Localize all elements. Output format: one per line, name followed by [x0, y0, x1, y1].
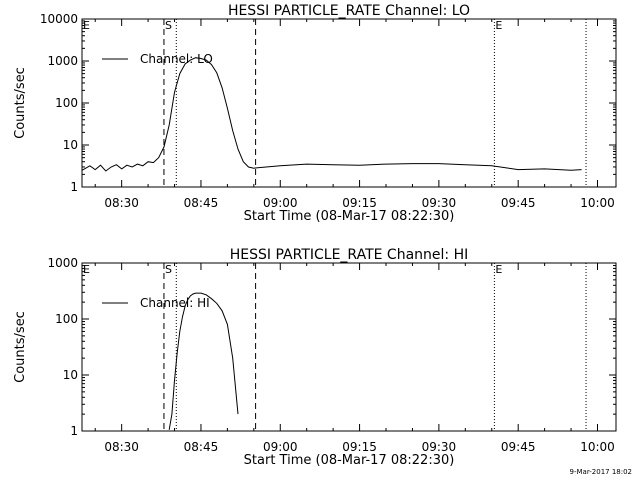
x-tick-label: 09:30	[422, 440, 457, 454]
time-marker-label: E	[495, 19, 502, 32]
footer-timestamp: 9-Mar-2017 18:02	[570, 468, 632, 476]
x-tick-label: 09:45	[501, 440, 536, 454]
x-tick-label: 09:00	[263, 440, 298, 454]
time-marker-label: E	[83, 263, 90, 276]
chart-title: HESSI PARTICLE_RATE Channel: LO	[228, 3, 470, 19]
x-tick-label: 08:45	[184, 440, 219, 454]
x-tick-label: 09:30	[422, 196, 457, 210]
plot-frame	[81, 18, 617, 188]
series-line	[168, 292, 239, 430]
x-tick-label: 08:30	[104, 196, 139, 210]
x-axis-label: Start Time (08-Mar-17 08:22:30)	[244, 453, 455, 468]
x-tick-label: 09:00	[263, 196, 298, 210]
time-marker-label: S	[165, 19, 172, 32]
chart-title: HESSI PARTICLE_RATE Channel: HI	[230, 247, 468, 263]
y-tick-label: 1000	[47, 54, 78, 68]
legend-label: Channel: LO	[140, 52, 213, 66]
y-tick-label: 1000	[47, 256, 78, 270]
legend-label: Channel: HI	[140, 296, 210, 310]
x-tick-label: 10:00	[580, 440, 615, 454]
x-tick-label: 09:15	[342, 196, 377, 210]
plot-frame	[81, 262, 617, 432]
x-tick-label: 08:30	[104, 440, 139, 454]
x-tick-label: 09:45	[501, 196, 536, 210]
y-tick-label: 10	[63, 138, 78, 152]
y-tick-label: 10	[63, 368, 78, 382]
x-tick-label: 10:00	[580, 196, 615, 210]
time-marker-label: S	[165, 263, 172, 276]
x-tick-label: 08:45	[184, 196, 219, 210]
time-marker-label: E	[495, 263, 502, 276]
chart-hi: HESSI PARTICLE_RATE Channel: HI 08:30 08:4…	[13, 247, 617, 468]
y-axis-label: Counts/sec	[13, 67, 28, 139]
y-tick-label: 1	[70, 180, 78, 194]
series-line	[81, 57, 582, 172]
x-tick-label: 09:15	[342, 440, 377, 454]
y-axis-label: Counts/sec	[13, 311, 28, 383]
y-tick-label: 100	[55, 312, 78, 326]
chart-lo: HESSI PARTICLE_RATE Channel: LO 08:30 08:4…	[13, 3, 617, 224]
y-tick-label: 100	[55, 96, 78, 110]
x-axis-label: Start Time (08-Mar-17 08:22:30)	[244, 209, 455, 224]
time-marker-label: E	[83, 19, 90, 32]
y-tick-label: 10000	[40, 12, 78, 26]
y-tick-label: 1	[70, 424, 78, 438]
